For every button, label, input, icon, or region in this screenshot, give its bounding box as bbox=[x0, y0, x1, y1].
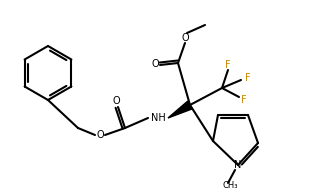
Text: O: O bbox=[112, 96, 120, 106]
Text: F: F bbox=[245, 73, 251, 83]
Text: O: O bbox=[96, 130, 104, 140]
Text: CH₃: CH₃ bbox=[222, 181, 238, 190]
Text: F: F bbox=[241, 95, 247, 105]
Polygon shape bbox=[168, 101, 192, 118]
Text: NH: NH bbox=[151, 113, 165, 123]
Text: O: O bbox=[151, 59, 159, 69]
Text: F: F bbox=[225, 60, 231, 70]
Text: N: N bbox=[234, 160, 242, 170]
Text: O: O bbox=[181, 33, 189, 43]
